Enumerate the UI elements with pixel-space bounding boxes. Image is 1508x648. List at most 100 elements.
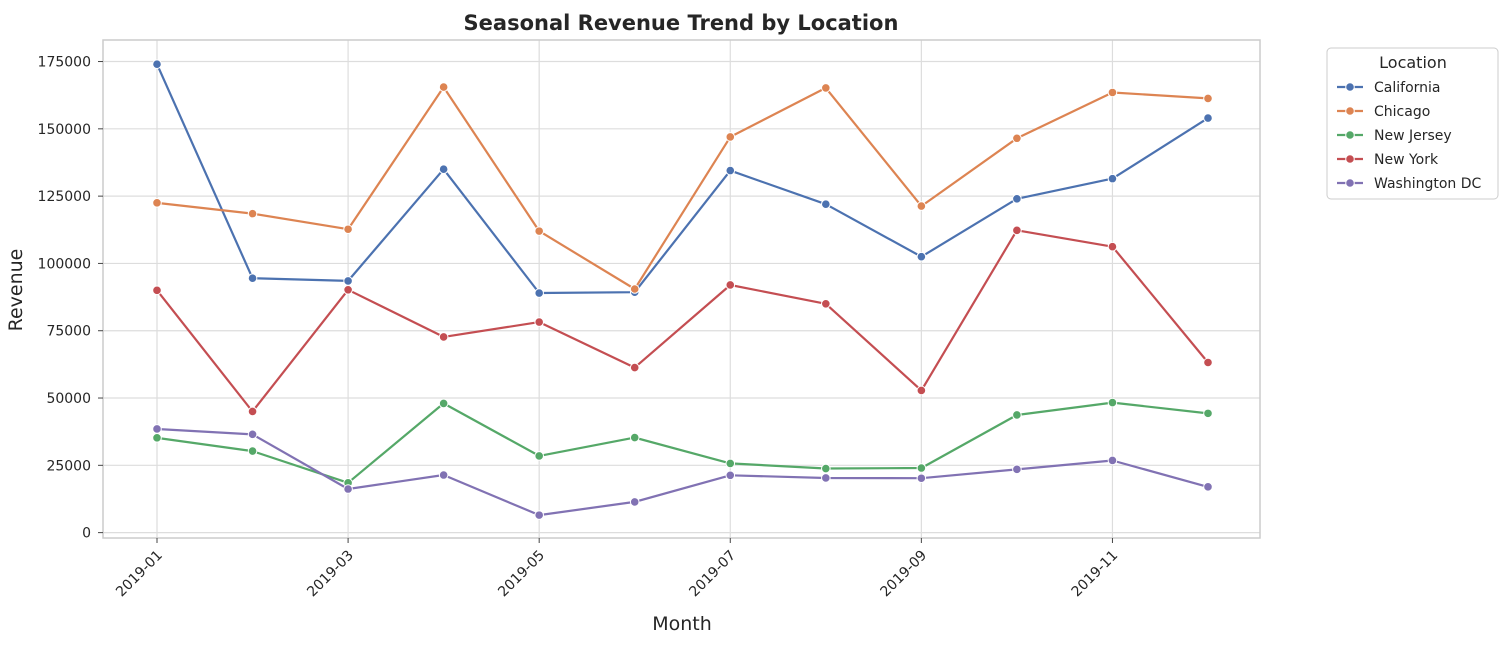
legend-label: New York bbox=[1374, 152, 1439, 168]
data-point-washington-dc bbox=[1107, 455, 1118, 466]
legend-item-new-york: New York bbox=[1337, 152, 1439, 168]
y-axis-title: Revenue bbox=[5, 249, 27, 332]
data-point-new-jersey bbox=[534, 451, 544, 461]
y-axis: 0 25000 50000 75000 100000 125000 150000 175000 bbox=[38, 55, 103, 542]
legend-marker bbox=[1345, 82, 1355, 92]
legend-label: Washington DC bbox=[1374, 176, 1482, 192]
data-point-new-york bbox=[1012, 225, 1022, 236]
data-point-new-york bbox=[1107, 241, 1118, 252]
y-tick-label: 50000 bbox=[46, 391, 91, 407]
series-california bbox=[152, 59, 1213, 298]
legend: Location California Chicago New Jersey New … bbox=[1326, 47, 1499, 200]
data-point-chicago bbox=[629, 284, 640, 294]
x-tick-label: 2019-07 bbox=[686, 548, 739, 601]
data-point-new-york bbox=[629, 362, 640, 373]
data-point-chicago bbox=[534, 226, 544, 236]
legend-label: Chicago bbox=[1374, 104, 1430, 120]
data-point-new-jersey bbox=[725, 458, 736, 469]
data-point-chicago bbox=[1012, 133, 1022, 144]
data-point-chicago bbox=[1203, 93, 1213, 104]
data-point-new-jersey bbox=[247, 446, 258, 456]
x-tick-label: 2019-01 bbox=[113, 548, 166, 601]
data-point-new-york bbox=[247, 406, 258, 417]
legend-item-chicago: Chicago bbox=[1337, 104, 1430, 120]
series-line-chicago bbox=[156, 85, 1209, 291]
y-tick-label: 125000 bbox=[38, 189, 91, 205]
legend-item-new-jersey: New Jersey bbox=[1337, 128, 1452, 144]
data-point-california bbox=[247, 273, 258, 284]
data-point-washington-dc bbox=[1012, 464, 1022, 475]
data-point-new-york bbox=[916, 385, 927, 396]
data-point-chicago bbox=[725, 132, 736, 142]
legend-title: Location bbox=[1379, 53, 1447, 72]
y-tick-label: 175000 bbox=[38, 55, 91, 71]
data-point-washington-dc bbox=[629, 497, 640, 507]
series-new-york bbox=[152, 225, 1213, 417]
data-point-chicago bbox=[343, 224, 353, 235]
data-point-new-york bbox=[1203, 357, 1213, 368]
data-point-california bbox=[725, 165, 736, 176]
grid bbox=[103, 40, 1260, 538]
data-point-chicago bbox=[247, 208, 258, 219]
series-washington-dc bbox=[152, 424, 1213, 520]
data-point-california bbox=[438, 164, 449, 175]
series-line-new-jersey bbox=[156, 401, 1209, 484]
data-point-washington-dc bbox=[343, 484, 353, 494]
y-tick-label: 100000 bbox=[38, 256, 91, 272]
data-point-new-jersey bbox=[152, 433, 162, 443]
legend-marker bbox=[1345, 106, 1355, 116]
data-point-new-york bbox=[725, 280, 736, 290]
data-point-washington-dc bbox=[821, 473, 831, 483]
data-point-washington-dc bbox=[438, 470, 449, 480]
y-tick-label: 25000 bbox=[46, 458, 91, 474]
data-point-chicago bbox=[1107, 87, 1118, 98]
legend-label: New Jersey bbox=[1374, 128, 1452, 144]
data-point-california bbox=[534, 288, 544, 298]
chart-title: Seasonal Revenue Trend by Location bbox=[464, 11, 899, 35]
x-tick-label: 2019-05 bbox=[495, 548, 548, 601]
legend-item-washington-dc: Washington DC bbox=[1337, 176, 1482, 192]
legend-items: California Chicago New Jersey New York Washi… bbox=[1337, 80, 1482, 192]
legend-item-california: California bbox=[1337, 80, 1440, 96]
plot-frame bbox=[102, 39, 1261, 539]
data-point-new-jersey bbox=[1107, 397, 1118, 408]
data-point-new-jersey bbox=[1203, 408, 1213, 419]
series-line-washington-dc bbox=[156, 427, 1209, 517]
data-point-new-york bbox=[438, 332, 449, 342]
x-tick-label: 2019-03 bbox=[304, 548, 357, 601]
data-point-new-jersey bbox=[629, 432, 640, 443]
data-point-new-york bbox=[343, 285, 353, 295]
data-point-washington-dc bbox=[534, 510, 544, 520]
x-tick-label: 2019-09 bbox=[878, 548, 931, 601]
data-point-washington-dc bbox=[247, 429, 258, 440]
data-point-chicago bbox=[821, 83, 831, 93]
data-point-chicago bbox=[152, 198, 162, 208]
data-point-california bbox=[343, 276, 353, 286]
data-point-new-york bbox=[152, 285, 162, 296]
data-point-washington-dc bbox=[152, 424, 162, 434]
data-point-california bbox=[916, 251, 927, 262]
data-point-washington-dc bbox=[725, 470, 736, 481]
data-point-california bbox=[152, 59, 162, 70]
data-point-california bbox=[1012, 194, 1022, 204]
data-point-chicago bbox=[438, 82, 449, 92]
y-tick-label: 75000 bbox=[46, 324, 91, 340]
data-point-new-jersey bbox=[1012, 410, 1022, 420]
series-chicago bbox=[152, 82, 1213, 294]
data-point-new-york bbox=[534, 317, 544, 327]
x-tick-label: 2019-11 bbox=[1069, 548, 1122, 601]
data-point-chicago bbox=[916, 201, 927, 211]
data-point-new-jersey bbox=[438, 398, 449, 409]
data-point-california bbox=[821, 199, 831, 210]
y-tick-label: 150000 bbox=[38, 122, 91, 138]
x-axis-title: Month bbox=[652, 613, 712, 635]
legend-marker bbox=[1345, 130, 1355, 140]
data-point-new-york bbox=[821, 299, 831, 309]
legend-frame bbox=[1326, 47, 1499, 200]
data-point-california bbox=[1107, 173, 1118, 184]
data-point-new-jersey bbox=[916, 463, 927, 473]
data-point-new-jersey bbox=[821, 463, 831, 474]
data-point-washington-dc bbox=[916, 473, 927, 484]
legend-label: California bbox=[1374, 80, 1440, 96]
